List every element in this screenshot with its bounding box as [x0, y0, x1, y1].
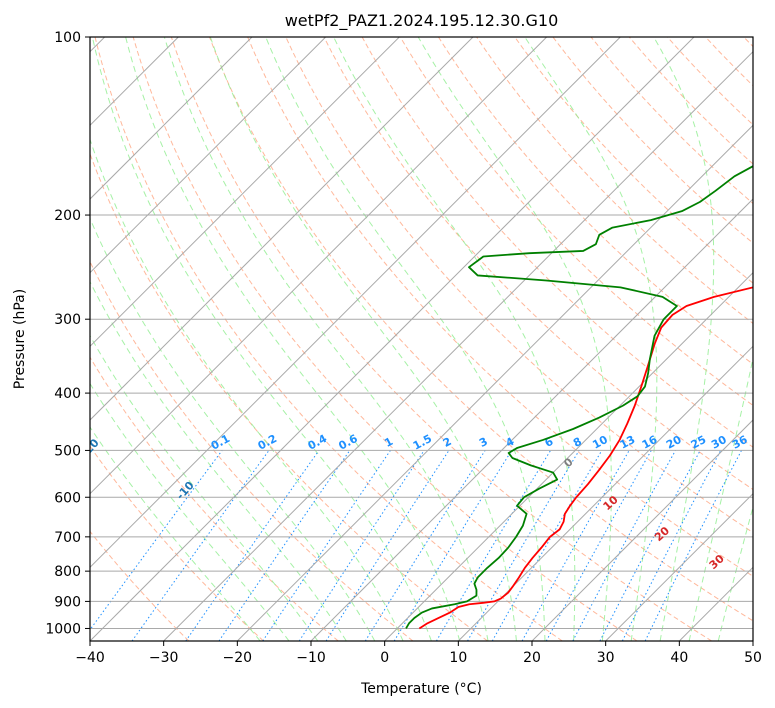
- x-tick-label: 40: [670, 650, 688, 666]
- mixing-ratio-line: [521, 450, 630, 641]
- dry-adiabat-line: [94, 37, 563, 641]
- x-tick-label: −10: [296, 650, 326, 666]
- moist-adiabat-line: [90, 426, 261, 641]
- mixing-ratio-line: [90, 450, 223, 631]
- x-tick-label: 10: [449, 650, 467, 666]
- plot-area: 0.10.20.40.611.52346810131620253036-100-…: [90, 37, 753, 641]
- dry-adiabat-line: [90, 356, 339, 641]
- dry-adiabat-line: [399, 37, 753, 406]
- moist-adiabat-line: [90, 280, 347, 641]
- moist-adiabat-line: [125, 37, 461, 641]
- isotherm-line: [163, 50, 753, 641]
- moist-adiabat-line: [90, 217, 376, 641]
- x-axis: −40 −30 −20 −10 0 10 20 30 40 50: [75, 641, 762, 666]
- dry-adiabat-line: [132, 37, 638, 641]
- moist-adiabat-line: [653, 37, 715, 641]
- y-tick-label: 300: [54, 312, 81, 328]
- dry-adiabat-line: [476, 37, 753, 325]
- moist-adiabat-line: [333, 37, 576, 641]
- x-tick-label: −20: [223, 650, 253, 666]
- mixing-ratio-line: [325, 450, 450, 641]
- isotherm-line: [531, 419, 753, 641]
- isotherm-line: [90, 37, 621, 569]
- mixing-ratio-label: 30: [709, 433, 729, 452]
- moist-adiabat-line: [688, 356, 753, 641]
- mixing-ratio-line: [364, 450, 486, 641]
- isotherm-line: [90, 37, 253, 200]
- isotherm-line: [90, 37, 327, 274]
- temperature-profile-line: [418, 286, 753, 630]
- dry-adiabat-line: [323, 37, 753, 491]
- y-tick-label: 800: [54, 564, 81, 580]
- x-axis-label: Temperature (°C): [360, 681, 482, 697]
- dry-adiabat-line: [90, 530, 190, 641]
- moist-adiabats: [90, 37, 753, 641]
- isotherm-line: [90, 37, 474, 421]
- dry-adiabat-line: [247, 37, 753, 577]
- y-tick-label: 100: [54, 30, 81, 46]
- moist-adiabat-line: [417, 37, 612, 641]
- dry-adiabat-line: [438, 37, 753, 365]
- isotherm-line: [605, 492, 753, 641]
- y-axis-label: Pressure (hPa): [12, 289, 28, 389]
- isotherm-line: [90, 37, 400, 348]
- isobars: [90, 37, 753, 629]
- mixing-ratio-line: [131, 450, 270, 641]
- x-tick-label: 30: [597, 650, 615, 666]
- dry-adiabat-line: [90, 152, 488, 641]
- moist-adiabat-line: [717, 505, 753, 641]
- mixing-ratio-label: 16: [640, 433, 660, 452]
- isotherm-line: [236, 124, 753, 641]
- plot-frame: [89, 36, 754, 642]
- moist-adiabat-line: [90, 382, 290, 641]
- chart-title: wetPf2_PAZ1.2024.195.12.30.G10: [285, 11, 559, 31]
- mixing-ratio-line: [218, 450, 351, 641]
- moist-adiabat-line: [209, 37, 517, 641]
- y-tick-label: 400: [54, 386, 81, 402]
- x-tick-label: 0: [380, 650, 389, 666]
- mixing-ratio-line: [572, 450, 676, 641]
- mixing-ratio-label: 20: [664, 433, 684, 452]
- mixing-ratio-label: 36: [730, 433, 750, 452]
- y-tick-label: 200: [54, 208, 81, 224]
- dry-adiabat-line: [285, 37, 753, 534]
- dry-adiabat-line: [209, 37, 753, 622]
- moist-adiabat-line: [90, 334, 319, 641]
- y-tick-label: 700: [54, 530, 81, 546]
- y-axis: 100 200 300 400 500 600 700 800 900 1000: [45, 30, 90, 637]
- moist-adiabat-line: [91, 37, 432, 641]
- isotherms: [90, 37, 753, 641]
- mixing-ratio-label: 13: [618, 433, 638, 452]
- moist-adiabat-line: [524, 37, 658, 641]
- x-tick-label: −30: [149, 650, 179, 666]
- y-tick-label: 900: [54, 594, 81, 610]
- isotherm-line: [457, 345, 753, 641]
- dry-adiabat-line: [552, 37, 753, 244]
- mixing-ratio-label: 10: [590, 433, 610, 452]
- isotherm-line: [310, 198, 753, 641]
- dry-adiabat-line: [590, 37, 753, 205]
- isotherm-line: [90, 37, 548, 495]
- y-tick-label: 1000: [45, 621, 81, 637]
- x-tick-label: −40: [75, 650, 105, 666]
- moist-adiabat-line: [163, 37, 489, 641]
- moist-adiabat-line: [90, 137, 404, 641]
- x-tick-label: 20: [523, 650, 541, 666]
- y-tick-label: 500: [54, 443, 81, 459]
- y-tick-label: 600: [54, 490, 81, 506]
- mixing-ratio-label: 25: [689, 433, 709, 452]
- isotherm-line: [384, 271, 753, 641]
- series-lines: [405, 165, 753, 630]
- mixing-ratio-line: [393, 450, 513, 641]
- dry-adiabat-line: [90, 260, 414, 641]
- x-tick-label: 50: [744, 650, 762, 666]
- mixing-ratio-line: [467, 450, 580, 641]
- dry-adiabat-line: [170, 37, 712, 641]
- mixing-ratio-line: [491, 450, 603, 641]
- moist-adiabat-line: [265, 37, 546, 641]
- isotherm-line: [90, 37, 695, 641]
- dewpoint-profile-line: [405, 165, 753, 629]
